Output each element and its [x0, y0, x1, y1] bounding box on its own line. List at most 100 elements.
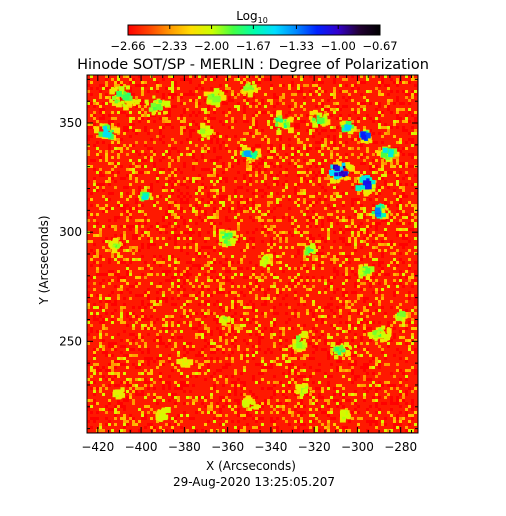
- heatmap-speckle: [105, 156, 108, 159]
- heatmap-speckle: [171, 177, 174, 180]
- heatmap-speckle: [246, 243, 249, 246]
- heatmap-speckle: [105, 96, 108, 99]
- heatmap-speckle: [312, 255, 315, 258]
- heatmap-speckle: [207, 288, 210, 291]
- heatmap-speckle: [384, 381, 387, 384]
- heatmap-speckle: [204, 204, 207, 207]
- heatmap-speckle: [96, 318, 99, 321]
- heatmap-speckle: [414, 90, 417, 93]
- heatmap-speckle: [114, 414, 117, 417]
- heatmap-speckle: [102, 189, 105, 192]
- heatmap-speckle: [102, 279, 105, 282]
- heatmap-speckle: [123, 249, 126, 252]
- heatmap-speckle: [405, 237, 408, 240]
- heatmap-speckle: [315, 348, 318, 351]
- heatmap-speckle: [132, 207, 135, 210]
- heatmap-speckle: [339, 135, 342, 138]
- heatmap-speckle: [303, 84, 306, 87]
- heatmap-speckle: [150, 183, 153, 186]
- heatmap-speckle: [297, 426, 300, 429]
- heatmap-speckle: [126, 273, 129, 276]
- heatmap-speckle: [414, 327, 417, 330]
- heatmap-speckle: [345, 294, 348, 297]
- heatmap-speckle: [318, 279, 321, 282]
- heatmap-speckle: [201, 354, 204, 357]
- heatmap-speckle: [183, 384, 186, 387]
- heatmap-speckle: [372, 258, 375, 261]
- heatmap-speckle: [258, 363, 261, 366]
- heatmap-speckle: [276, 390, 279, 393]
- heatmap-speckle: [150, 129, 153, 132]
- heatmap-speckle: [336, 222, 339, 225]
- heatmap-speckle: [243, 324, 246, 327]
- heatmap-speckle: [324, 255, 327, 258]
- heatmap-speckle: [117, 375, 120, 378]
- colorbar-tick-label: −1.00: [321, 39, 356, 53]
- heatmap-speckle: [171, 393, 174, 396]
- heatmap-speckle: [150, 327, 153, 330]
- heatmap-speckle: [399, 165, 402, 168]
- heatmap-speckle: [309, 399, 312, 402]
- heatmap-speckle: [231, 339, 234, 342]
- heatmap-speckle: [357, 108, 360, 111]
- heatmap-speckle: [141, 93, 144, 96]
- heatmap-speckle: [228, 363, 231, 366]
- heatmap-speckle: [405, 342, 408, 345]
- heatmap-speckle: [114, 219, 117, 222]
- heatmap-speckle: [153, 243, 156, 246]
- heatmap-speckle: [156, 429, 159, 432]
- heatmap-speckle: [132, 384, 135, 387]
- heatmap-speckle: [234, 297, 237, 300]
- heatmap-speckle: [96, 222, 99, 225]
- heatmap-speckle: [189, 375, 192, 378]
- heatmap-speckle: [399, 117, 402, 120]
- heatmap-speckle: [387, 105, 390, 108]
- heatmap-speckle: [150, 87, 153, 90]
- heatmap-speckle: [177, 117, 180, 120]
- heatmap-speckle: [315, 192, 318, 195]
- heatmap-speckle: [99, 108, 102, 111]
- heatmap-speckle: [225, 363, 228, 366]
- heatmap-speckle: [114, 348, 117, 351]
- heatmap-speckle: [213, 135, 216, 138]
- heatmap-speckle: [192, 153, 195, 156]
- heatmap-speckle: [222, 141, 225, 144]
- heatmap-speckle: [399, 171, 402, 174]
- heatmap-speckle: [411, 90, 414, 93]
- heatmap-speckle: [270, 336, 273, 339]
- heatmap-speckle: [108, 375, 111, 378]
- heatmap-speckle: [393, 189, 396, 192]
- heatmap-speckle: [165, 198, 168, 201]
- heatmap-speckle: [237, 330, 240, 333]
- heatmap-speckle: [384, 180, 387, 183]
- heatmap-patch-cell: [341, 171, 344, 174]
- heatmap-speckle: [405, 309, 408, 312]
- heatmap-speckle: [198, 216, 201, 219]
- heatmap-speckle: [225, 216, 228, 219]
- heatmap-speckle: [315, 147, 318, 150]
- heatmap-speckle: [222, 282, 225, 285]
- heatmap-speckle: [246, 171, 249, 174]
- heatmap-speckle: [354, 309, 357, 312]
- heatmap-speckle: [408, 201, 411, 204]
- heatmap-speckle: [204, 324, 207, 327]
- heatmap-speckle: [378, 309, 381, 312]
- heatmap-speckle: [381, 135, 384, 138]
- heatmap-speckle: [180, 231, 183, 234]
- heatmap-speckle: [288, 369, 291, 372]
- heatmap-speckle: [279, 363, 282, 366]
- heatmap-speckle: [288, 216, 291, 219]
- heatmap-speckle: [177, 99, 180, 102]
- heatmap-speckle: [357, 141, 360, 144]
- heatmap-speckle: [252, 426, 255, 429]
- heatmap-speckle: [294, 282, 297, 285]
- heatmap-speckle: [111, 111, 114, 114]
- heatmap-speckle: [225, 84, 228, 87]
- heatmap-speckle: [228, 198, 231, 201]
- heatmap-speckle: [411, 192, 414, 195]
- heatmap-speckle: [231, 351, 234, 354]
- heatmap-speckle: [360, 342, 363, 345]
- heatmap-speckle: [96, 102, 99, 105]
- heatmap-speckle: [240, 195, 243, 198]
- heatmap-speckle: [291, 378, 294, 381]
